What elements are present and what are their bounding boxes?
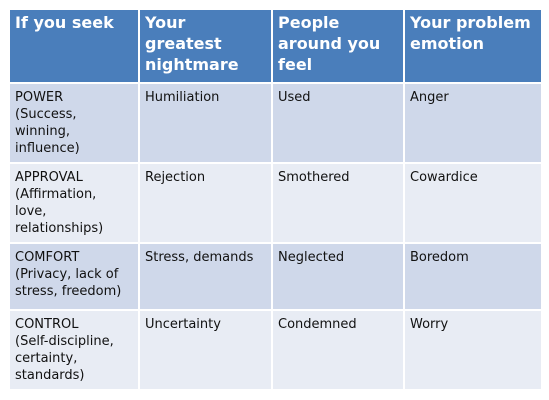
table-row: COMFORT (Privacy, lack of stress, freedo…: [10, 244, 541, 309]
seek-detail: (Privacy, lack of stress, freedom): [15, 267, 122, 299]
emotion-cell: Boredom: [405, 244, 541, 309]
seek-label: COMFORT: [15, 250, 80, 265]
nightmare-cell: Humiliation: [140, 84, 271, 162]
people-feel-cell: Smothered: [273, 164, 403, 242]
seek-cell: COMFORT (Privacy, lack of stress, freedo…: [10, 244, 138, 309]
seek-cell: POWER (Success, winning, influence): [10, 84, 138, 162]
emotion-cell: Worry: [405, 311, 541, 389]
table-row: APPROVAL (Affirmation, love, relationshi…: [10, 164, 541, 242]
emotion-cell: Anger: [405, 84, 541, 162]
seek-detail: (Self-discipline, certainty, standards): [15, 334, 114, 383]
seek-label: APPROVAL: [15, 170, 83, 185]
header-problem-emotion: Your problem emotion: [405, 10, 541, 82]
emotion-cell: Cowardice: [405, 164, 541, 242]
header-if-you-seek: If you seek: [10, 10, 138, 82]
table-row: POWER (Success, winning, influence) Humi…: [10, 84, 541, 162]
header-greatest-nightmare: Your greatest nightmare: [140, 10, 271, 82]
seek-cell: CONTROL (Self-discipline, certainty, sta…: [10, 311, 138, 389]
header-people-around-you-feel: People around you feel: [273, 10, 403, 82]
nightmare-cell: Uncertainty: [140, 311, 271, 389]
idols-table: If you seek Your greatest nightmare Peop…: [8, 8, 543, 391]
seek-detail: (Success, winning, influence): [15, 107, 80, 156]
people-feel-cell: Condemned: [273, 311, 403, 389]
seek-label: POWER: [15, 90, 64, 105]
nightmare-cell: Stress, demands: [140, 244, 271, 309]
table-row: CONTROL (Self-discipline, certainty, sta…: [10, 311, 541, 389]
seek-label: CONTROL: [15, 317, 79, 332]
people-feel-cell: Used: [273, 84, 403, 162]
seek-detail: (Affirmation, love, relationships): [15, 187, 104, 236]
header-row: If you seek Your greatest nightmare Peop…: [10, 10, 541, 82]
seek-cell: APPROVAL (Affirmation, love, relationshi…: [10, 164, 138, 242]
people-feel-cell: Neglected: [273, 244, 403, 309]
nightmare-cell: Rejection: [140, 164, 271, 242]
